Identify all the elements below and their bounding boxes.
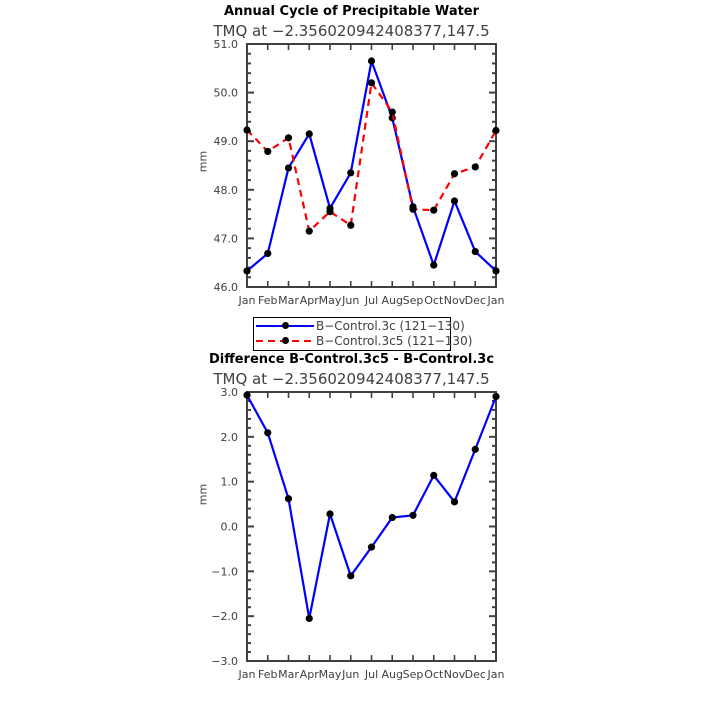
x-tick-label: Jun <box>341 294 359 307</box>
data-point-marker <box>243 267 251 275</box>
data-point-marker <box>264 147 272 156</box>
data-point-marker <box>492 267 500 275</box>
y-tick-label: 0.0 <box>221 521 239 534</box>
data-point-marker <box>450 498 459 506</box>
bottom-chart-title: Difference B-Control.3c5 - B-Control.3c <box>208 352 495 367</box>
x-tick-label: Jun <box>341 668 359 681</box>
data-point-marker <box>284 134 293 142</box>
series-line <box>246 394 498 619</box>
y-tick-label: 50.0 <box>214 87 239 100</box>
x-tick-label: Mar <box>278 668 299 681</box>
x-tick-label: Oct <box>424 668 444 681</box>
bottom-chart-panel: Difference B-Control.3c5 - B-Control.3c … <box>0 348 703 703</box>
data-point-marker <box>492 392 500 401</box>
data-point-marker <box>492 126 500 135</box>
data-point-marker <box>284 164 293 172</box>
data-point-marker <box>284 495 293 503</box>
data-point-marker <box>388 108 396 116</box>
x-tick-label: Feb <box>258 668 277 681</box>
y-tick-label: 3.0 <box>221 386 239 399</box>
data-point-marker <box>430 471 438 479</box>
x-tick-label: Feb <box>258 294 277 307</box>
legend-label-series-2: B−Control.3c5 (121−130) <box>316 333 473 348</box>
data-point-marker <box>264 249 272 258</box>
data-point-marker <box>430 261 438 269</box>
x-tick-label: Apr <box>300 668 320 681</box>
data-point-marker <box>347 221 355 229</box>
y-tick-label: 2.0 <box>221 431 239 444</box>
x-tick-label: Jan <box>238 294 256 307</box>
data-point-marker <box>326 510 334 518</box>
data-point-marker <box>367 79 376 87</box>
data-point-marker <box>305 130 313 138</box>
x-tick-label: Jul <box>364 294 378 307</box>
data-point-marker <box>326 208 334 216</box>
data-point-marker <box>264 429 272 437</box>
data-point-marker <box>471 445 479 453</box>
y-tick-label: 47.0 <box>214 232 239 245</box>
legend-swatch-series-2 <box>254 333 316 348</box>
data-series-1 <box>243 391 500 623</box>
series-line <box>246 56 497 272</box>
x-tick-label: Jul <box>364 668 378 681</box>
legend-entry-series-2[interactable]: B−Control.3c5 (121−130) <box>254 333 472 348</box>
x-tick-label: Oct <box>424 294 444 307</box>
x-tick-label: Sep <box>403 668 424 681</box>
x-tick-label: Aug <box>382 668 403 681</box>
data-point-marker <box>409 511 417 519</box>
legend-swatch-series-1 <box>254 318 316 333</box>
y-tick-label: −3.0 <box>211 655 238 668</box>
data-point-marker <box>409 205 417 213</box>
x-tick-label: Jan <box>238 668 256 681</box>
y-tick-label: 49.0 <box>214 135 239 148</box>
legend-label-series-1: B−Control.3c (121−130) <box>316 318 465 333</box>
data-point-marker <box>305 614 313 623</box>
data-series-2 <box>243 79 500 235</box>
data-point-marker <box>347 572 355 580</box>
x-tick-label: May <box>319 668 342 681</box>
data-point-marker <box>347 169 355 177</box>
y-tick-label: −2.0 <box>211 610 238 623</box>
data-point-marker <box>430 206 438 214</box>
y-tick-label: 46.0 <box>214 281 239 294</box>
data-point-marker <box>388 513 396 522</box>
x-tick-label: Jan <box>487 668 505 681</box>
data-point-marker <box>305 227 313 235</box>
top-chart-panel: Annual Cycle of Precipitable Water TMQ a… <box>0 0 703 351</box>
y-tick-label: 51.0 <box>214 38 239 51</box>
x-tick-label: Jan <box>487 294 505 307</box>
bottom-chart-subtitle: TMQ at −2.356020942408377,147.5 <box>213 370 490 388</box>
x-tick-label: May <box>319 294 342 307</box>
data-point-marker <box>450 170 459 178</box>
x-tick-label: Aug <box>382 294 403 307</box>
x-tick-label: Apr <box>300 294 320 307</box>
data-point-marker <box>471 163 479 171</box>
data-point-marker <box>450 197 459 205</box>
y-tick-label: −1.0 <box>211 565 238 578</box>
x-tick-label: Dec <box>465 294 486 307</box>
legend-entry-series-1[interactable]: B−Control.3c (121−130) <box>254 318 465 333</box>
x-tick-label: Nov <box>444 294 466 307</box>
top-chart-subtitle: TMQ at −2.356020942408377,147.5 <box>213 22 490 40</box>
x-tick-label: Sep <box>403 294 424 307</box>
plot-frame <box>246 391 497 662</box>
x-tick-label: Dec <box>465 668 486 681</box>
data-point-marker <box>243 126 251 134</box>
y-tick-label: 48.0 <box>214 184 239 197</box>
y-tick-label: 1.0 <box>221 476 239 489</box>
top-chart-legend: B−Control.3c (121−130) B−Control.3c5 (12… <box>253 317 472 351</box>
top-chart-title: Annual Cycle of Precipitable Water <box>223 4 480 19</box>
data-point-marker <box>471 247 479 256</box>
x-tick-label: Mar <box>278 294 299 307</box>
x-tick-label: Nov <box>444 668 466 681</box>
data-point-marker <box>367 57 376 65</box>
data-point-marker <box>367 543 376 551</box>
data-point-marker <box>243 391 251 399</box>
